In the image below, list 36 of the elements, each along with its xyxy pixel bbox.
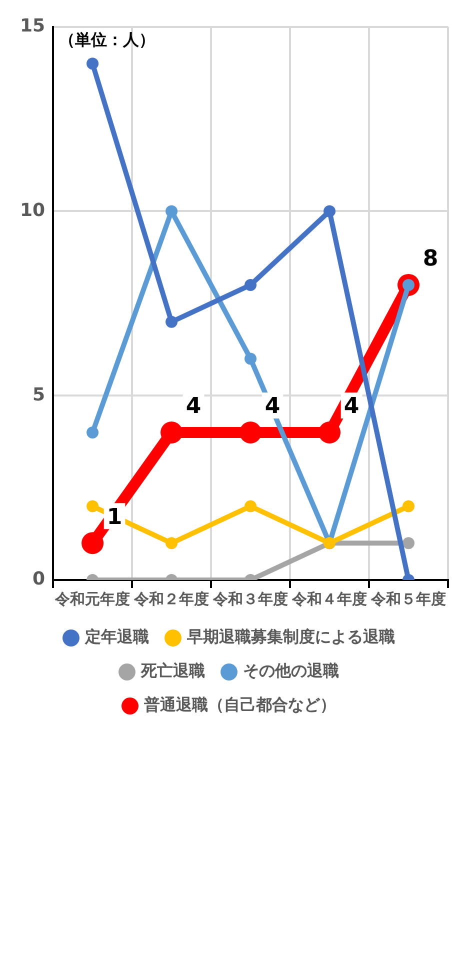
point	[244, 500, 257, 512]
x-tick-label: 令和元年度	[54, 590, 130, 608]
data-label: 4	[264, 394, 280, 420]
x-tick-label: 令和４年度	[291, 590, 368, 608]
y-tick-label: 5	[32, 384, 46, 406]
annotation: （単位：人）	[59, 30, 156, 49]
point	[82, 532, 104, 554]
point	[244, 352, 257, 365]
point	[86, 58, 99, 70]
legend-label: その他の退職	[243, 661, 339, 680]
y-tick-label: 15	[20, 15, 46, 36]
point	[86, 500, 99, 512]
data-label: 4	[186, 394, 202, 420]
point	[244, 278, 257, 291]
legend-label: 普通退職（自己都合など）	[143, 695, 336, 714]
legend-label: 死亡退職	[140, 661, 205, 680]
y-tick-label: 0	[32, 568, 46, 590]
point	[160, 421, 183, 444]
data-label: 1	[106, 504, 122, 530]
legend-label: 定年退職	[84, 627, 149, 646]
point	[166, 205, 178, 218]
point	[240, 421, 262, 444]
data-label: 4	[344, 394, 360, 420]
point	[166, 537, 178, 550]
point	[402, 537, 415, 550]
point	[166, 316, 178, 328]
x-tick-label: 令和３年度	[212, 590, 288, 608]
legend-label: 早期退職募集制度による退職	[186, 627, 395, 646]
point	[324, 205, 336, 218]
point	[86, 426, 99, 438]
y-tick-label: 10	[20, 200, 46, 221]
x-tick-label: 令和５年度	[370, 590, 446, 608]
data-label: 8	[422, 246, 438, 272]
x-tick-label: 令和２年度	[133, 590, 210, 608]
point	[402, 500, 415, 512]
point	[318, 421, 341, 444]
